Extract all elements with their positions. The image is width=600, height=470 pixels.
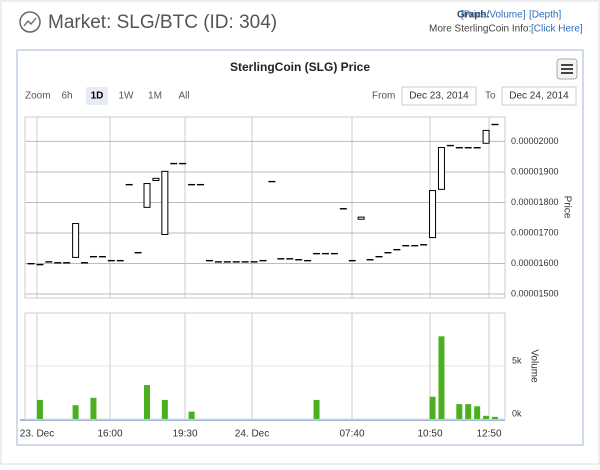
zoom-button[interactable]: 1M	[148, 91, 162, 102]
candle	[358, 217, 364, 219]
x-tick-label: 12:50	[476, 429, 501, 440]
volume-bar	[474, 406, 480, 419]
y-tick-label: 0.00001700	[511, 227, 559, 237]
x-tick-label: 16:00	[97, 429, 122, 440]
volume-bar	[438, 336, 444, 419]
candle	[438, 148, 444, 190]
graph-link[interactable]: [Price/Volume]	[461, 10, 526, 21]
y-tick-label: 0.00001900	[511, 166, 559, 176]
volume-bar	[483, 416, 489, 419]
volume-bar	[90, 398, 96, 419]
volume-bar	[189, 412, 195, 419]
candle	[73, 224, 79, 258]
zoom-label: Zoom	[25, 91, 51, 102]
chart-icon	[20, 12, 40, 32]
x-tick-label: 19:30	[172, 429, 197, 440]
x-tick-label: 24. Dec	[235, 429, 269, 440]
candle	[483, 130, 489, 143]
graph-link[interactable]: [Depth]	[529, 10, 561, 21]
y-axis-label: Price	[561, 196, 572, 219]
y-tick-label: 0.00002000	[511, 136, 559, 146]
candle	[430, 191, 436, 238]
x-tick-label: 23. Dec	[20, 429, 54, 440]
volume-bar	[465, 404, 471, 419]
x-tick-label: 10:50	[417, 429, 442, 440]
y-tick-label: 0.00001800	[511, 197, 559, 207]
candle	[162, 171, 168, 234]
volume-bar	[162, 400, 168, 419]
candle	[144, 184, 150, 208]
volume-bar	[314, 400, 320, 419]
volume-bar	[492, 417, 498, 419]
info-label: More SterlingCoin Info:	[429, 24, 531, 35]
volume-bar	[456, 404, 462, 419]
x-tick-label: 07:40	[339, 429, 364, 440]
chart-title: SterlingCoin (SLG) Price	[230, 60, 370, 74]
page-title: Market: SLG/BTC (ID: 304)	[48, 12, 277, 33]
y2-tick-label: 5k	[512, 355, 522, 365]
to-date: Dec 24, 2014	[509, 91, 569, 102]
y2-tick-label: 0k	[512, 408, 522, 418]
y2-axis-label: Volume	[528, 349, 539, 383]
from-label: From	[372, 91, 395, 102]
zoom-button[interactable]: 6h	[61, 91, 72, 102]
candle	[153, 178, 159, 180]
chart-frame	[17, 50, 583, 445]
y-tick-label: 0.00001600	[511, 258, 559, 268]
zoom-button[interactable]: 1D	[91, 91, 104, 102]
volume-bar	[144, 385, 150, 419]
info-link[interactable]: [Click Here]	[531, 24, 583, 35]
volume-bar	[73, 405, 79, 419]
zoom-button[interactable]: 1W	[119, 91, 135, 102]
volume-bar	[430, 397, 436, 419]
y-tick-label: 0.00001500	[511, 288, 559, 298]
volume-bar	[37, 400, 43, 419]
zoom-button[interactable]: All	[178, 91, 189, 102]
from-date: Dec 23, 2014	[409, 91, 469, 102]
to-label: To	[485, 91, 496, 102]
